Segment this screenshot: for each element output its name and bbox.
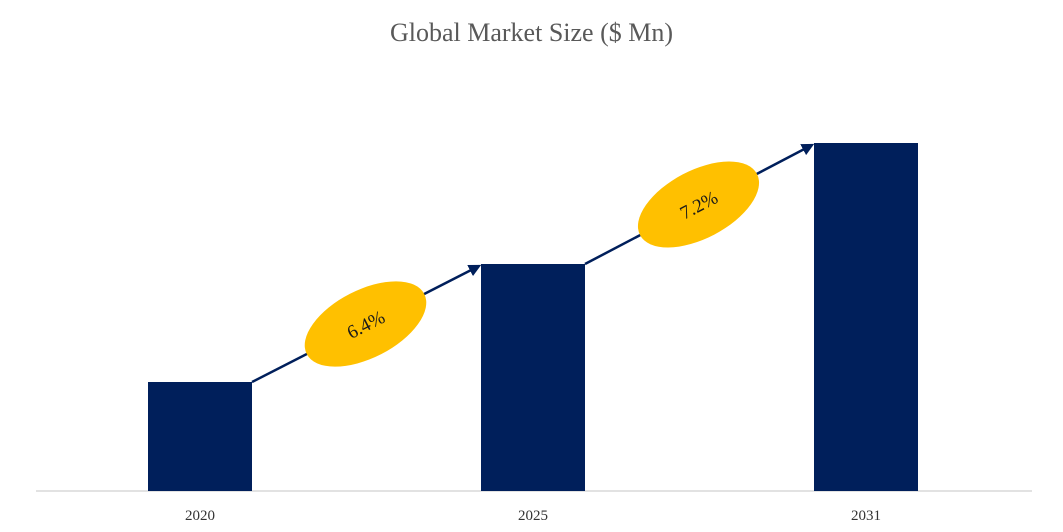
x-tick-label-2031: 2031 [851, 508, 881, 524]
bar-2031 [814, 143, 918, 491]
bar-2020 [148, 382, 252, 491]
chart-title: Global Market Size ($ Mn) [389, 18, 674, 47]
cagr-ellipse [637, 161, 760, 248]
x-tick-label-2020: 2020 [185, 508, 215, 524]
cagr-ellipse [304, 281, 427, 367]
bar-2025 [481, 264, 585, 491]
x-tick-label-2025: 2025 [518, 508, 548, 524]
cagr-badge-2: 7.2% [637, 161, 760, 248]
cagr-badge-1: 6.4% [304, 281, 427, 367]
